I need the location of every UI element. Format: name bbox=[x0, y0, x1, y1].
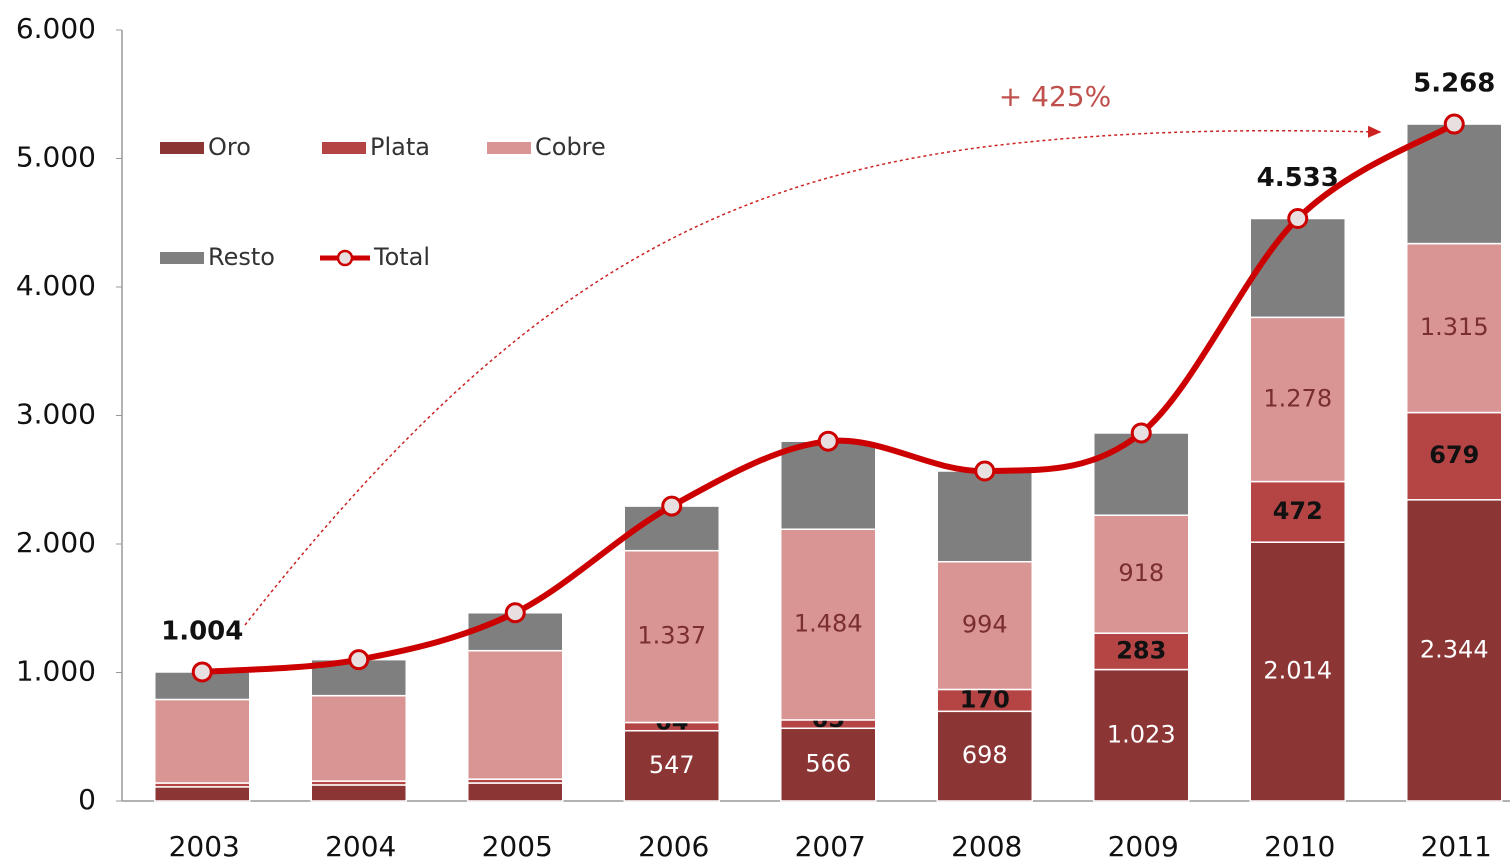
y-tick-label: 5.000 bbox=[16, 141, 96, 174]
bar-segment bbox=[1093, 668, 1190, 802]
total-marker bbox=[191, 661, 213, 683]
y-tick-label: 4.000 bbox=[16, 269, 96, 302]
y-tick-label: 2.000 bbox=[16, 526, 96, 559]
data-label: 1.484 bbox=[794, 610, 863, 638]
data-label: 698 bbox=[962, 741, 1008, 769]
bar-segment bbox=[780, 727, 877, 802]
bar-segment bbox=[936, 470, 1033, 563]
data-label: 283 bbox=[1116, 636, 1166, 664]
x-tick-label: 2009 bbox=[1108, 830, 1179, 863]
x-tick-label: 2011 bbox=[1421, 830, 1492, 863]
data-label: 918 bbox=[1118, 559, 1164, 587]
bar-segment bbox=[1093, 632, 1190, 671]
total-line bbox=[202, 121, 1456, 675]
data-label: 547 bbox=[649, 751, 695, 779]
bar-segment bbox=[154, 698, 251, 784]
x-tick-label: 2004 bbox=[325, 830, 396, 863]
bar-segment bbox=[1249, 217, 1346, 319]
y-tick-label: 1.000 bbox=[16, 655, 96, 688]
total-label: 5.268 bbox=[1413, 69, 1495, 99]
growth-arrow bbox=[244, 125, 1382, 626]
total-marker bbox=[661, 495, 683, 517]
bar-segment bbox=[1249, 316, 1346, 483]
data-label: 2.344 bbox=[1420, 635, 1489, 663]
data-label: 1.278 bbox=[1263, 384, 1332, 412]
y-tick-label: 0 bbox=[78, 783, 96, 816]
total-marker bbox=[817, 430, 839, 452]
bar-segment bbox=[467, 782, 564, 802]
x-tick-label: 2006 bbox=[638, 830, 709, 863]
x-tick-label: 2005 bbox=[482, 830, 553, 863]
total-marker bbox=[1287, 208, 1309, 230]
legend-swatch bbox=[160, 252, 204, 264]
legend-label: Oro bbox=[208, 133, 251, 161]
legend-label: Plata bbox=[370, 133, 430, 161]
x-tick-label: 2008 bbox=[951, 830, 1022, 863]
bar-segment bbox=[467, 649, 564, 780]
data-label: 1.023 bbox=[1107, 720, 1176, 748]
legend-swatch bbox=[487, 142, 531, 154]
y-tick-label: 6.000 bbox=[16, 12, 96, 45]
bar-segment bbox=[780, 440, 877, 530]
data-label: 1.337 bbox=[637, 622, 706, 650]
total-marker bbox=[348, 649, 370, 671]
legend-label: Cobre bbox=[535, 133, 606, 161]
legend-swatch bbox=[322, 142, 366, 154]
x-tick-label: 2010 bbox=[1264, 830, 1335, 863]
bar-segment bbox=[1249, 541, 1346, 802]
bar-segment bbox=[310, 694, 407, 782]
bar-segment bbox=[1093, 514, 1190, 634]
total-marker bbox=[1130, 422, 1152, 444]
legend-label: Resto bbox=[208, 243, 275, 271]
data-label: 994 bbox=[962, 611, 1008, 639]
total-marker bbox=[974, 460, 996, 482]
total-marker bbox=[1443, 113, 1465, 135]
data-label: 679 bbox=[1429, 441, 1479, 469]
x-tick-label: 2007 bbox=[795, 830, 866, 863]
bar-segment bbox=[1093, 432, 1190, 516]
y-tick-label: 3.000 bbox=[16, 398, 96, 431]
x-tick-label: 2003 bbox=[169, 830, 240, 863]
total-label: 1.004 bbox=[161, 616, 243, 646]
bar-segment bbox=[1406, 411, 1503, 501]
bar-segment bbox=[780, 528, 877, 721]
bar-segment bbox=[1406, 123, 1503, 245]
legend-label: Total bbox=[373, 243, 430, 271]
data-label: 1.315 bbox=[1420, 313, 1489, 341]
total-marker bbox=[504, 602, 526, 624]
bar-segment bbox=[1249, 480, 1346, 543]
bar-segment bbox=[623, 549, 720, 724]
bar-segment bbox=[623, 729, 720, 802]
bar-segment bbox=[310, 784, 407, 802]
bar-segment bbox=[154, 786, 251, 802]
legend-swatch bbox=[336, 249, 354, 267]
data-label: 472 bbox=[1273, 497, 1323, 525]
bar-segment bbox=[936, 710, 1033, 802]
bar-segment bbox=[1406, 242, 1503, 414]
annotation: + 425% bbox=[999, 80, 1111, 113]
legend-swatch bbox=[160, 142, 204, 154]
data-label: 566 bbox=[805, 750, 851, 778]
bar-segment bbox=[936, 560, 1033, 691]
total-label: 4.533 bbox=[1257, 163, 1339, 193]
data-label: 2.014 bbox=[1263, 657, 1332, 685]
